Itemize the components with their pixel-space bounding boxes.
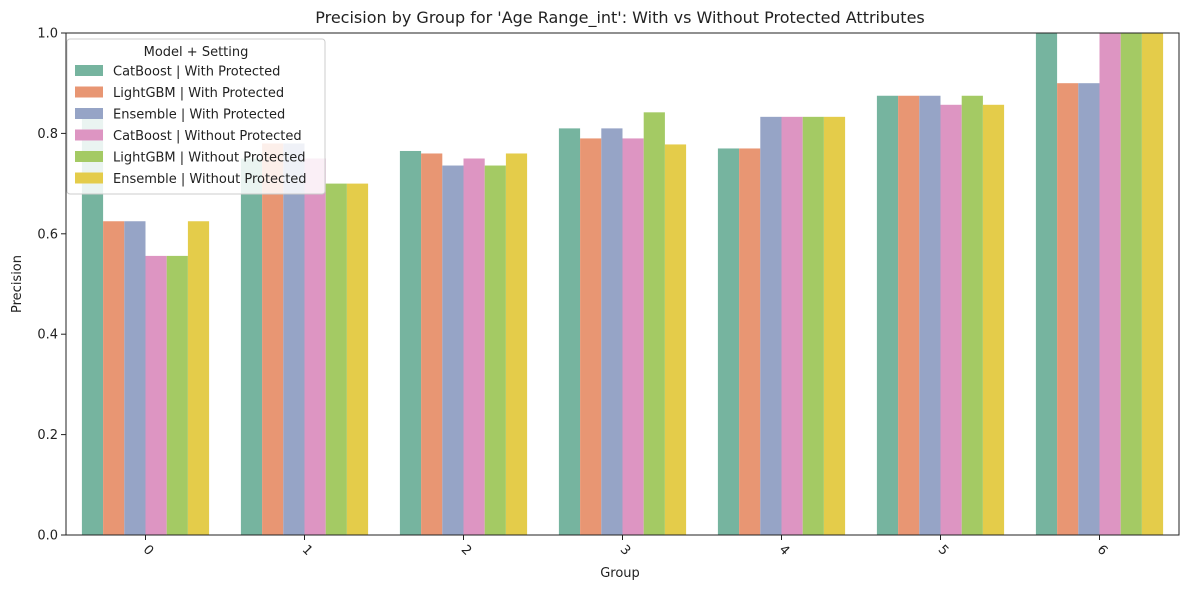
- legend-label: CatBoost | Without Protected: [113, 129, 302, 144]
- bar-group1-series0: [240, 158, 263, 535]
- y-axis: 0.0 0.2 0.4 0.6 0.8 1.0: [37, 27, 66, 544]
- bar-group5-series4: [961, 95, 983, 535]
- bar-group3-series1: [580, 138, 602, 536]
- bar-group5-series5: [982, 104, 1005, 535]
- bar-group6-series4: [1120, 33, 1142, 535]
- x-tick-label: 4: [776, 542, 792, 558]
- x-tick-label: 5: [935, 542, 951, 558]
- legend-label: Ensemble | Without Protected: [113, 172, 307, 187]
- legend: Model + Setting CatBoost | With Protecte…: [66, 38, 326, 195]
- y-tick-label: 0.6: [37, 227, 58, 242]
- legend-title: Model + Setting: [144, 45, 249, 60]
- bar-group5-series3: [940, 104, 962, 535]
- bar-group5-series1: [898, 95, 920, 535]
- x-axis: 0 1 2 3 4 5 6: [140, 535, 1110, 559]
- bar-group0-series5: [187, 221, 210, 535]
- bar-group6-series3: [1099, 33, 1121, 535]
- bar-group4-series2: [760, 116, 782, 535]
- legend-label: LightGBM | With Protected: [113, 86, 284, 101]
- y-tick-label: 0.2: [37, 428, 58, 443]
- x-tick-label: 2: [458, 542, 474, 558]
- legend-swatch: [75, 86, 103, 98]
- y-axis-label: Precision: [10, 255, 25, 313]
- bar-group1-series3: [304, 158, 326, 535]
- y-tick-label: 0.0: [37, 529, 58, 544]
- bar-group2-series0: [399, 150, 422, 535]
- bar-group0-series1: [103, 221, 125, 535]
- bar-group1-series5: [346, 183, 369, 535]
- bar-group1-series4: [325, 183, 347, 535]
- bar-group0-series2: [124, 221, 146, 535]
- bar-group4-series4: [802, 116, 824, 535]
- bar-group6-series1: [1057, 83, 1079, 535]
- bar-group4-series1: [739, 148, 761, 535]
- bar-group2-series5: [505, 153, 528, 536]
- bar-group3-series3: [622, 138, 644, 536]
- x-tick-label: 6: [1094, 542, 1110, 558]
- bar-group4-series0: [717, 148, 740, 535]
- chart-title: Precision by Group for 'Age Range_int': …: [315, 8, 925, 28]
- bar-group0-series4: [166, 255, 188, 535]
- bar-group6-series0: [1035, 33, 1058, 535]
- bar-group3-series5: [664, 144, 687, 535]
- legend-swatch: [75, 108, 103, 119]
- bar-group5-series0: [876, 95, 899, 535]
- bar-group0-series0: [81, 118, 104, 535]
- y-tick-label: 0.8: [37, 127, 58, 142]
- x-axis-label: Group: [600, 566, 640, 581]
- y-tick-label: 1.0: [37, 27, 58, 42]
- bar-group6-series5: [1141, 33, 1164, 535]
- legend-box: [66, 38, 326, 195]
- bar-group1-series1: [262, 143, 284, 535]
- legend-swatch: [75, 65, 103, 76]
- bar-group2-series4: [484, 165, 506, 535]
- bar-group3-series2: [601, 128, 623, 535]
- legend-swatch: [75, 172, 103, 184]
- x-tick-label: 1: [299, 542, 315, 558]
- legend-label: Ensemble | With Protected: [113, 108, 285, 123]
- bar-group4-series3: [781, 116, 803, 535]
- legend-swatch: [75, 151, 103, 162]
- bar-group3-series4: [643, 112, 665, 535]
- bar-group6-series2: [1078, 83, 1100, 535]
- y-tick-label: 0.4: [37, 328, 58, 343]
- bar-group5-series2: [919, 95, 941, 535]
- x-tick-label: 3: [617, 542, 633, 558]
- bars-layer: [81, 33, 1164, 536]
- bar-group1-series2: [283, 143, 305, 535]
- legend-label: CatBoost | With Protected: [113, 65, 280, 80]
- bar-group3-series0: [558, 128, 581, 535]
- legend-swatch: [75, 129, 103, 141]
- bar-group2-series1: [421, 153, 443, 536]
- bar-group4-series5: [823, 116, 846, 535]
- x-tick-label: 0: [140, 542, 156, 558]
- bar-group2-series3: [463, 158, 485, 535]
- bar-group2-series2: [442, 165, 464, 535]
- legend-items: CatBoost | With Protected LightGBM | With…: [75, 65, 307, 187]
- bar-group0-series3: [145, 255, 167, 535]
- legend-label: LightGBM | Without Protected: [113, 151, 305, 166]
